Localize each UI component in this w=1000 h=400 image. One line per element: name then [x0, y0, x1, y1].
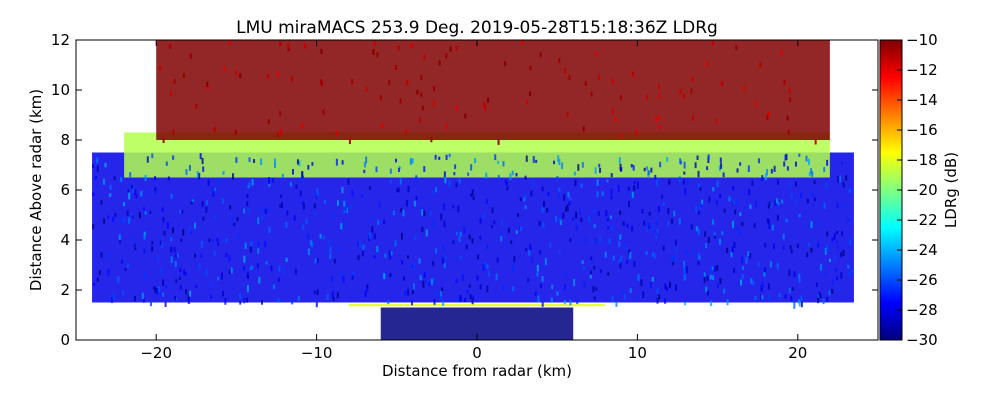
field-region-5: [156, 40, 830, 140]
colorbar-tick-label: −16: [906, 121, 938, 139]
colorbar-tick-label: −10: [906, 31, 938, 49]
y-tick-label: 8: [60, 131, 70, 149]
colorbar-tick-label: −14: [906, 91, 938, 109]
colorbar-axis: −30 −28 −26 −24 −22 −20 −18 −16 −14 −12 −10: [897, 31, 938, 349]
x-tick-label: −10: [301, 344, 333, 362]
colorbar-tick-label: −22: [906, 211, 938, 229]
field-region-3: [348, 303, 606, 307]
x-tick-label: 0: [472, 344, 482, 362]
y-tick-label: 12: [51, 31, 70, 49]
radar-field: [92, 40, 854, 340]
y-axis-label: Distance Above radar (km): [27, 89, 45, 291]
y-tick-label: 4: [60, 231, 70, 249]
y-tick-label: 0: [60, 331, 70, 349]
colorbar-tick-label: −30: [906, 331, 938, 349]
colorbar-tick-label: −18: [906, 151, 938, 169]
colorbar-tick-label: −20: [906, 181, 938, 199]
colorbar-label: LDRg (dB): [942, 152, 960, 228]
x-tick-label: −20: [140, 344, 172, 362]
y-tick-label: 2: [60, 281, 70, 299]
y-axis: 0 2 4 6 8 10 12: [51, 31, 878, 349]
colorbar-tick-label: −12: [906, 61, 938, 79]
colorbar-tick-label: −26: [906, 271, 938, 289]
x-tick-label: 10: [628, 344, 647, 362]
chart-title: LMU miraMACS 253.9 Deg. 2019-05-28T15:18…: [236, 18, 718, 38]
y-tick-label: 10: [51, 81, 70, 99]
colorbar-tick-label: −28: [906, 301, 938, 319]
x-axis-label: Distance from radar (km): [382, 362, 572, 380]
field-texture: [92, 40, 854, 309]
x-tick-label: 20: [788, 344, 807, 362]
colorbar-tick-label: −24: [906, 241, 938, 259]
y-tick-label: 6: [60, 181, 70, 199]
x-axis: −20 −10 0 10 20: [140, 40, 807, 362]
